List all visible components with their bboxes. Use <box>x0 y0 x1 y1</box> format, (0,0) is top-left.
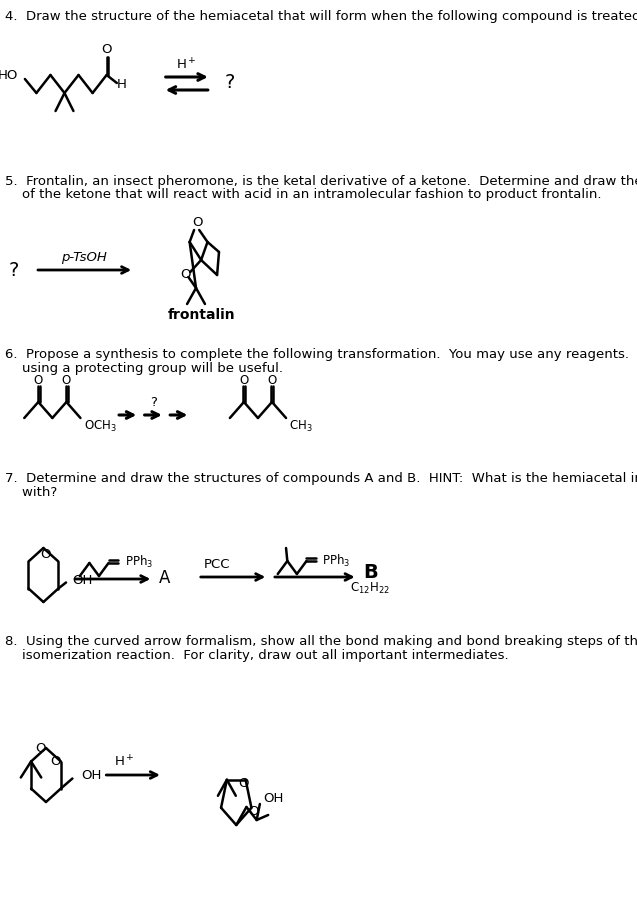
Text: O: O <box>180 268 191 281</box>
Text: frontalin: frontalin <box>168 308 235 322</box>
Text: ?: ? <box>150 396 157 409</box>
Text: O: O <box>268 374 276 386</box>
Text: HO: HO <box>0 70 18 82</box>
Text: O: O <box>240 374 248 386</box>
Text: ?: ? <box>225 73 235 92</box>
Text: OCH$_3$: OCH$_3$ <box>83 418 117 433</box>
Text: OH: OH <box>82 769 102 782</box>
Text: using a protecting group will be useful.: using a protecting group will be useful. <box>5 362 283 375</box>
Text: A: A <box>159 569 170 587</box>
Text: with?: with? <box>5 486 57 499</box>
Text: O: O <box>101 43 112 56</box>
Text: 7.  Determine and draw the structures of compounds A and B.  HINT:  What is the : 7. Determine and draw the structures of … <box>5 472 637 485</box>
Text: of the ketone that will react with acid in an intramolecular fashion to product : of the ketone that will react with acid … <box>5 188 601 201</box>
Text: OH: OH <box>263 792 283 805</box>
Text: 5.  Frontalin, an insect pheromone, is the ketal derivative of a ketone.  Determ: 5. Frontalin, an insect pheromone, is th… <box>5 175 637 188</box>
Text: PCC: PCC <box>204 557 231 570</box>
Text: PPh$_3$: PPh$_3$ <box>322 553 351 569</box>
Text: O: O <box>36 741 46 755</box>
Text: PPh$_3$: PPh$_3$ <box>124 554 153 570</box>
Text: O: O <box>248 805 259 818</box>
Text: p-TsOH: p-TsOH <box>61 252 107 264</box>
Text: OH: OH <box>73 574 93 587</box>
Text: 8.  Using the curved arrow formalism, show all the bond making and bond breaking: 8. Using the curved arrow formalism, sho… <box>5 635 637 648</box>
Text: isomerization reaction.  For clarity, draw out all important intermediates.: isomerization reaction. For clarity, dra… <box>5 649 509 662</box>
Text: B: B <box>363 563 378 582</box>
Text: C$_{12}$H$_{22}$: C$_{12}$H$_{22}$ <box>350 580 390 595</box>
Text: H$^+$: H$^+$ <box>114 755 135 769</box>
Text: O: O <box>192 216 203 230</box>
Text: O: O <box>50 755 61 768</box>
Text: 6.  Propose a synthesis to complete the following transformation.  You may use a: 6. Propose a synthesis to complete the f… <box>5 348 637 361</box>
Text: O: O <box>238 777 248 790</box>
Text: O: O <box>62 374 71 386</box>
Text: H: H <box>117 79 127 91</box>
Text: H$^+$: H$^+$ <box>176 57 197 72</box>
Text: O: O <box>34 374 43 386</box>
Text: 4.  Draw the structure of the hemiacetal that will form when the following compo: 4. Draw the structure of the hemiacetal … <box>5 10 637 23</box>
Text: ?: ? <box>9 261 19 280</box>
Text: CH$_3$: CH$_3$ <box>289 418 313 433</box>
Text: O: O <box>41 548 51 561</box>
